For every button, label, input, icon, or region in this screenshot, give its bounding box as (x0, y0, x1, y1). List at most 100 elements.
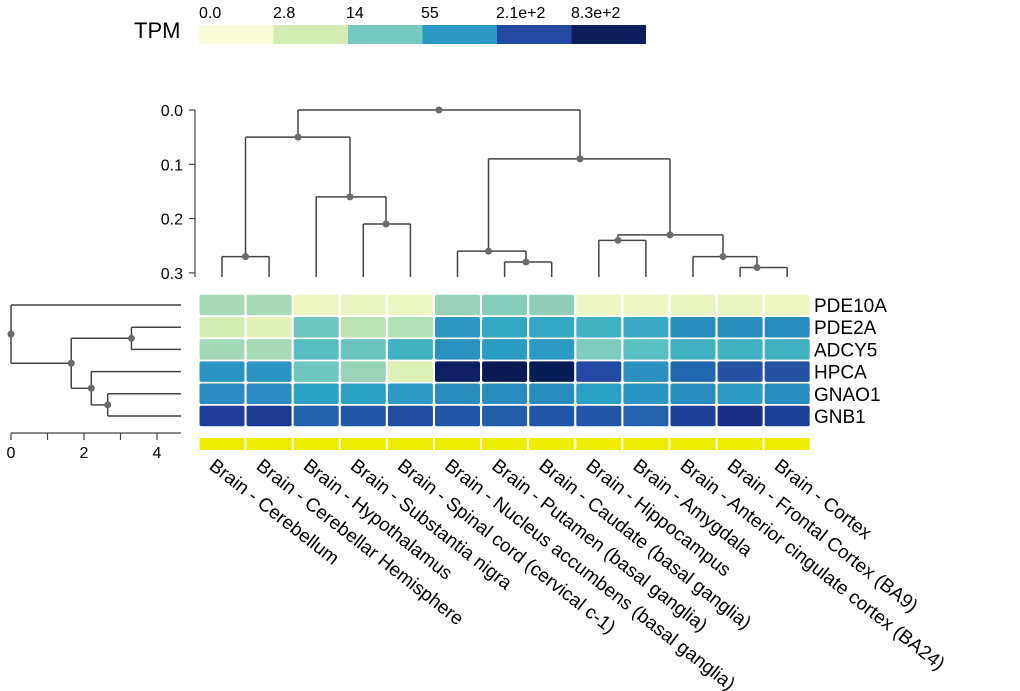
tissue-group-bar (199, 438, 810, 450)
column-dendrogram-axis: 0.0 0.1 0.2 0.3 (161, 103, 196, 283)
legend-swatch (273, 25, 348, 44)
heatmap-cell (293, 361, 339, 382)
legend-tick-label: 2.8 (273, 5, 295, 22)
heatmap-cell (246, 316, 292, 338)
heatmap-cell (482, 339, 528, 360)
row-dendrogram-axis: 0 2 4 (7, 432, 181, 462)
heatmap-cell (293, 316, 339, 338)
heatmap-cell (293, 405, 339, 427)
row-dendrogram (7, 304, 181, 417)
axis-tick-label: 0.0 (161, 103, 183, 120)
dendrogram-node (666, 231, 674, 239)
heatmap-cell (623, 294, 669, 316)
heatmap-cell (717, 383, 763, 405)
dendrogram-node (753, 263, 761, 271)
dendrogram-node (346, 193, 354, 201)
legend-swatch (422, 25, 497, 44)
heatmap-cell (764, 294, 810, 316)
heatmap-cell (387, 294, 433, 316)
dendrogram-node (576, 155, 584, 163)
heatmap-cell (482, 316, 528, 338)
heatmap-cell (199, 361, 245, 382)
heatmap-cell (293, 294, 339, 316)
heatmap-cell (764, 361, 810, 382)
heatmap-cell (623, 316, 669, 338)
heatmap-cell (435, 316, 480, 338)
dendrogram-node (435, 106, 443, 114)
heatmap-cell (387, 339, 433, 360)
heatmap-cell (387, 316, 433, 338)
heatmap-cell (670, 361, 716, 382)
group-bar-segment (293, 438, 339, 450)
axis-tick-label: 4 (153, 445, 162, 462)
heatmap-cell (435, 361, 480, 382)
color-legend: TPM 0.0 2.8 14 55 2.1e+2 8.3e+2 (134, 5, 646, 44)
heatmap-cell (764, 316, 810, 338)
heatmap-cell (340, 405, 386, 427)
axis-tick-label: 2 (80, 445, 89, 462)
heatmap-cell (199, 294, 245, 316)
group-bar-segment (623, 438, 669, 450)
heatmap-cell (435, 383, 480, 405)
dendrogram-node (242, 253, 249, 261)
group-bar-segment (199, 438, 245, 450)
legend-tick-label: 14 (346, 5, 364, 22)
group-bar-segment (340, 438, 386, 450)
heatmap-cell (199, 339, 245, 360)
heatmap-cell (717, 316, 763, 338)
heatmap-cell (435, 339, 480, 360)
heatmap-cell (199, 405, 245, 427)
legend-tick-label: 8.3e+2 (571, 5, 620, 22)
heatmap-cell (623, 405, 669, 427)
legend-tick-label: 2.1e+2 (496, 5, 545, 22)
gene-label: ADCY5 (814, 340, 877, 361)
heatmap-cell (717, 294, 763, 316)
heatmap-cell (717, 405, 763, 427)
dendrogram-node (104, 401, 112, 409)
legend-swatch (571, 25, 646, 44)
dendrogram-node (485, 247, 492, 255)
heatmap-cell (670, 405, 716, 427)
axis-tick-label: 0 (7, 445, 16, 462)
heatmap-cell (293, 383, 339, 405)
heatmap-cell (623, 383, 669, 405)
heatmap-cell (246, 294, 292, 316)
gene-label: HPCA (814, 363, 867, 384)
dendrogram-node (7, 330, 15, 338)
heatmap-cell (576, 361, 622, 382)
legend-title: TPM (134, 18, 180, 43)
heatmap-cell (529, 405, 575, 427)
heatmap-cell (435, 405, 480, 427)
legend-tick-label: 0.0 (199, 5, 221, 22)
legend-swatch (199, 25, 274, 44)
heatmap-cell (246, 405, 292, 427)
gene-label: GNAO1 (814, 385, 881, 406)
dendrogram-node (382, 220, 390, 228)
group-bar-segment (764, 438, 810, 450)
heatmap-cell (670, 294, 716, 316)
heatmap-cell (435, 294, 480, 316)
tissue-label: Brain - Frontal Cortex (BA9) (723, 455, 921, 617)
heatmap-cell (482, 294, 528, 316)
heatmap-cell (529, 361, 575, 382)
column-dendrogram (221, 106, 788, 277)
heatmap-cell (764, 405, 810, 427)
dendrogram-node (719, 253, 727, 261)
legend-swatch (348, 25, 423, 44)
heatmap-cell (482, 361, 528, 382)
dendrogram-node (67, 359, 75, 367)
axis-tick-label: 0.2 (161, 212, 183, 229)
gene-label: PDE2A (814, 318, 877, 339)
heatmap-cell (246, 383, 292, 405)
heatmap-cell (199, 383, 245, 405)
heatmap-cell (199, 316, 245, 338)
dendrogram-node (522, 258, 530, 266)
heatmap-cell (529, 294, 575, 316)
gene-label: PDE10A (814, 296, 887, 317)
dendrogram-node (614, 236, 622, 244)
heatmap-cell (670, 316, 716, 338)
heatmap-cell (529, 339, 575, 360)
heatmap-cell (246, 339, 292, 360)
